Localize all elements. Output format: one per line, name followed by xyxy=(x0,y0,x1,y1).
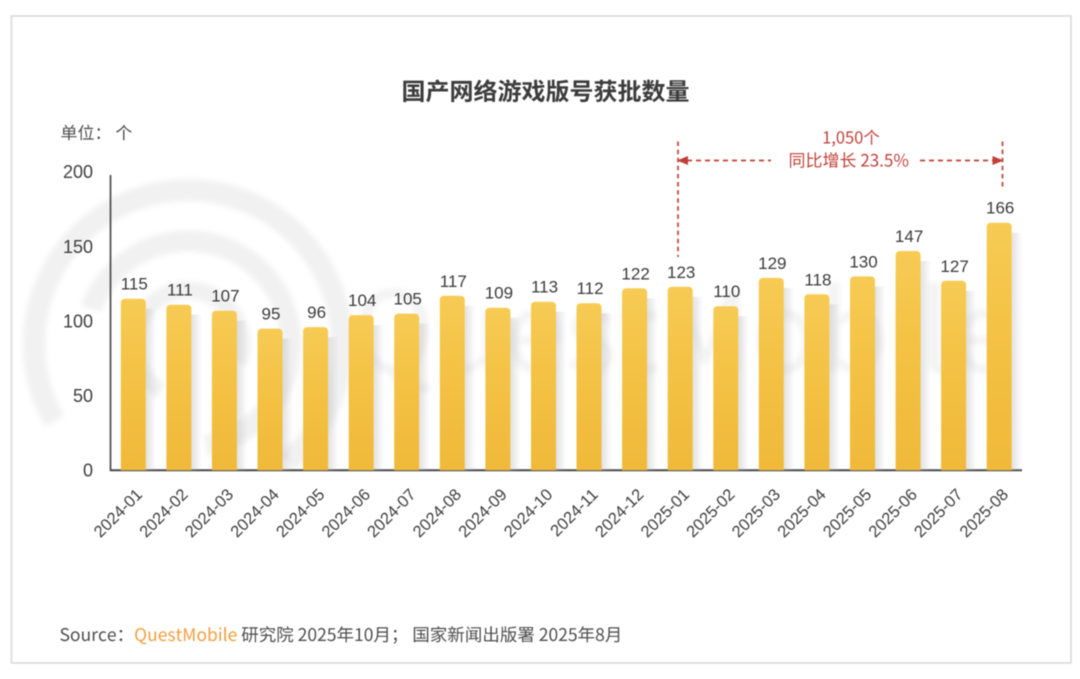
svg-text:115: 115 xyxy=(121,275,148,294)
svg-text:166: 166 xyxy=(986,199,1014,218)
svg-text:123: 123 xyxy=(667,263,695,282)
svg-text:147: 147 xyxy=(895,227,923,246)
svg-text:111: 111 xyxy=(167,281,193,300)
svg-text:150: 150 xyxy=(63,237,93,257)
svg-text:109: 109 xyxy=(485,284,513,303)
svg-text:200: 200 xyxy=(63,162,93,182)
svg-text:100: 100 xyxy=(63,311,93,331)
svg-text:127: 127 xyxy=(940,257,968,276)
svg-text:50: 50 xyxy=(73,386,93,406)
svg-text:113: 113 xyxy=(531,278,558,297)
svg-text:129: 129 xyxy=(758,254,786,273)
svg-text:104: 104 xyxy=(348,291,376,310)
svg-text:130: 130 xyxy=(849,252,877,271)
svg-text:107: 107 xyxy=(211,287,239,306)
svg-text:110: 110 xyxy=(713,282,740,301)
svg-text:122: 122 xyxy=(621,264,649,283)
svg-text:117: 117 xyxy=(440,272,467,291)
svg-text:118: 118 xyxy=(804,270,831,289)
svg-text:0: 0 xyxy=(83,460,93,480)
svg-text:105: 105 xyxy=(394,290,422,309)
svg-text:95: 95 xyxy=(262,305,281,324)
svg-text:112: 112 xyxy=(576,279,603,298)
svg-text:96: 96 xyxy=(307,303,326,322)
